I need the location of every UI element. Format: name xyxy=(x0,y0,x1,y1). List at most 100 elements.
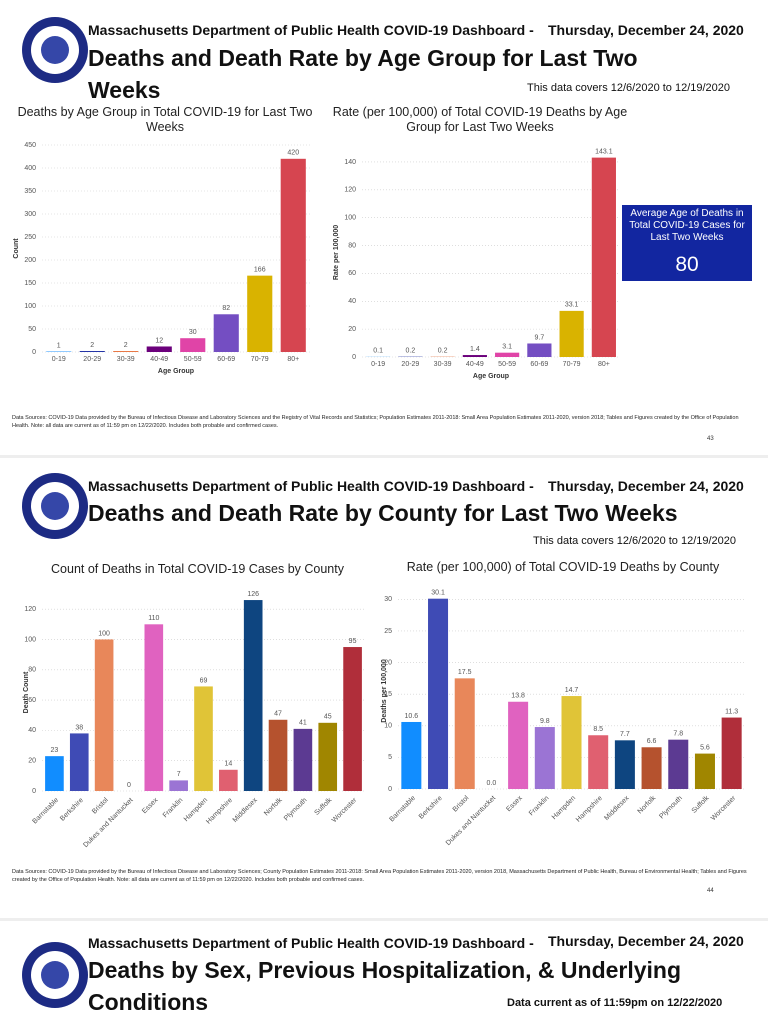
value-label: 0.1 xyxy=(373,348,383,355)
x-tick-label: Worcester xyxy=(331,796,359,824)
y-axis-label: Deaths per 100,000 xyxy=(381,659,388,723)
x-tick-label: Essex xyxy=(141,796,160,815)
value-label: 420 xyxy=(287,150,299,157)
value-label: 7 xyxy=(177,771,181,778)
callout-label: Average Age of Deaths in Total COVID-19 … xyxy=(629,208,745,243)
y-tick-label: 60 xyxy=(348,270,356,277)
header: Massachusetts Department of Public Healt… xyxy=(88,478,534,494)
bar xyxy=(527,343,552,357)
value-label: 2 xyxy=(90,342,94,349)
y-tick-label: 25 xyxy=(384,628,392,635)
y-tick-label: 100 xyxy=(24,303,36,310)
bar xyxy=(45,756,64,791)
bar xyxy=(243,600,263,791)
page-number: 43 xyxy=(707,436,714,442)
x-tick-label: Norfolk xyxy=(263,796,284,817)
chart-title: Rate (per 100,000) of Total COVID-19 Dea… xyxy=(406,560,720,574)
value-label: 6.6 xyxy=(647,738,657,745)
bar xyxy=(113,351,139,352)
value-label: 3.1 xyxy=(502,344,512,351)
value-label: 166 xyxy=(254,266,266,273)
bar xyxy=(614,740,635,789)
bar xyxy=(280,158,306,352)
x-tick-label: 50-59 xyxy=(184,356,202,363)
value-label: 7.7 xyxy=(620,731,630,738)
x-tick-label: Dukes and Nantucket xyxy=(82,797,134,849)
value-label: 14.7 xyxy=(565,687,579,694)
y-tick-label: 40 xyxy=(348,298,356,305)
x-axis-label: Age Group xyxy=(158,368,194,375)
value-label: 2 xyxy=(124,342,128,349)
bar xyxy=(721,717,742,789)
value-label: 69 xyxy=(200,677,208,684)
bar xyxy=(213,314,239,352)
y-tick-label: 60 xyxy=(28,697,36,704)
x-tick-label: Berkshire xyxy=(59,797,85,823)
x-tick-label: Essex xyxy=(505,794,524,813)
y-tick-label: 50 xyxy=(28,326,36,333)
x-tick-label: Bristol xyxy=(91,796,110,815)
bar xyxy=(591,157,616,357)
page-title: Deaths by Sex, Previous Hospitalization,… xyxy=(88,957,682,1015)
x-tick-label: 70-79 xyxy=(563,361,581,368)
value-label: 33.1 xyxy=(565,302,579,309)
y-tick-label: 100 xyxy=(344,215,356,222)
bar xyxy=(169,780,188,791)
y-axis-label: Count xyxy=(13,238,20,259)
y-tick-label: 40 xyxy=(28,727,36,734)
bar xyxy=(641,747,662,789)
y-axis-label: Death Count xyxy=(23,671,30,713)
value-label: 23 xyxy=(51,747,59,754)
value-label: 0.2 xyxy=(438,348,448,355)
bar xyxy=(508,701,529,789)
x-tick-label: 40-49 xyxy=(150,356,168,363)
value-label: 11.3 xyxy=(725,708,738,715)
bar xyxy=(428,598,449,789)
sources: Data Sources: COVID-19 Data provided by … xyxy=(12,869,747,883)
y-tick-label: 20 xyxy=(384,659,392,666)
y-tick-label: 120 xyxy=(344,187,356,194)
date: Thursday, December 24, 2020 xyxy=(548,22,744,38)
x-tick-label: Suffolk xyxy=(691,794,711,814)
page-number: 44 xyxy=(707,888,714,894)
separator xyxy=(0,455,768,458)
x-axis-label: Age Group xyxy=(473,373,509,380)
bar xyxy=(219,769,238,791)
x-tick-label: Hampden xyxy=(551,795,577,821)
value-label: 110 xyxy=(148,615,159,622)
y-tick-label: 400 xyxy=(24,165,36,172)
bar xyxy=(454,678,475,789)
separator xyxy=(0,918,768,921)
callout-value: 80 xyxy=(675,253,699,276)
x-tick-label: Worcester xyxy=(710,794,738,822)
bar xyxy=(144,624,164,791)
value-label: 1 xyxy=(57,342,61,349)
x-tick-label: Middlesex xyxy=(603,794,631,822)
page-title: Deaths and Death Rate by County for Last… xyxy=(88,500,678,526)
bar xyxy=(694,753,715,789)
value-label: 0.2 xyxy=(406,348,416,355)
x-tick-label: 20-29 xyxy=(401,361,419,368)
bar xyxy=(194,686,213,791)
x-tick-label: 60-69 xyxy=(217,356,235,363)
x-tick-label: Plymouth xyxy=(658,795,684,821)
value-label: 12 xyxy=(155,337,163,344)
x-tick-label: Barnstable xyxy=(388,795,417,824)
x-tick-label: Middlesex xyxy=(232,796,260,824)
bar xyxy=(401,721,422,789)
bar xyxy=(146,346,172,352)
bar xyxy=(534,727,555,789)
value-label: 47 xyxy=(274,711,282,718)
value-label: 100 xyxy=(98,630,110,637)
bar xyxy=(79,351,105,352)
coverage: Data current as of 11:59pm on 12/22/2020 xyxy=(507,997,723,1009)
x-tick-label: Norfolk xyxy=(637,794,658,815)
bar xyxy=(559,310,584,357)
bar xyxy=(69,733,89,791)
value-label: 30 xyxy=(189,329,197,336)
bar xyxy=(94,639,114,791)
bar xyxy=(495,352,520,357)
y-tick-label: 100 xyxy=(24,636,36,643)
